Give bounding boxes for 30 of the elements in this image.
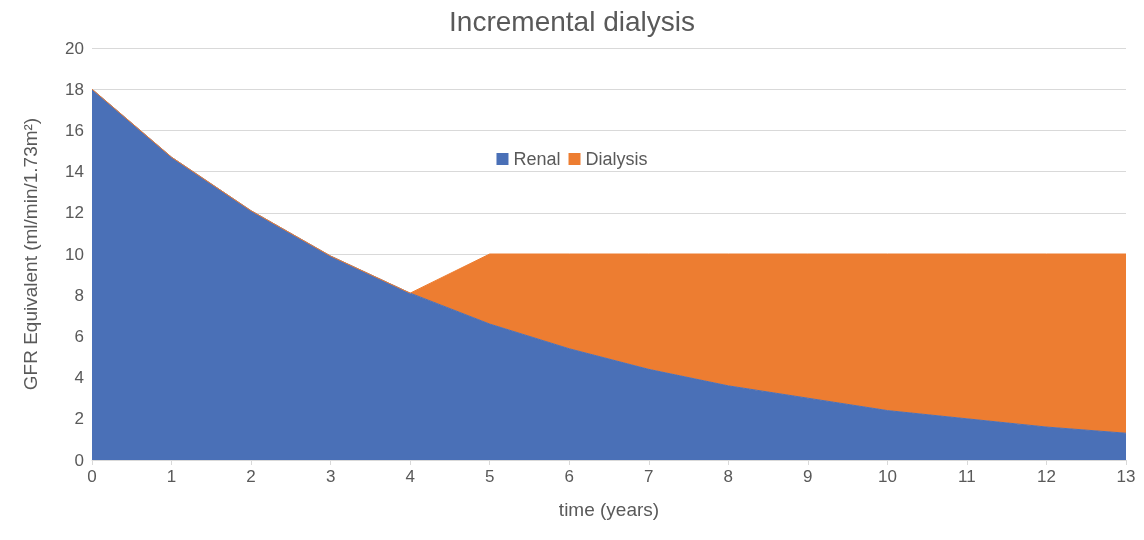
y-tick-label: 6: [74, 326, 84, 346]
y-tick-label: 2: [74, 409, 84, 429]
y-tick-label: 16: [65, 120, 84, 140]
x-tick-label: 13: [1116, 467, 1136, 486]
y-tick-label: 8: [74, 285, 84, 305]
x-axis-title: time (years): [558, 499, 660, 520]
x-tick-label: 8: [723, 467, 734, 486]
y-tick-label: 0: [74, 450, 84, 470]
y-axis-title: GFR Equivalent (ml/min/1.73m²): [20, 117, 41, 391]
x-tick-label: 12: [1037, 467, 1056, 486]
y-tick-label: 14: [65, 162, 84, 182]
x-tick-label: 1: [166, 467, 177, 486]
x-tick-label: 10: [877, 467, 897, 486]
x-tick-label: 11: [958, 467, 976, 486]
x-tick-label: 9: [803, 467, 813, 486]
x-tick-label: 5: [484, 467, 495, 486]
y-tick-label: 4: [74, 368, 84, 388]
y-tick-label: 12: [65, 203, 84, 223]
x-tick-label: 6: [564, 467, 574, 486]
legend-label: Dialysis: [585, 149, 648, 169]
chart-title: Incremental dialysis: [449, 5, 695, 37]
x-tick-label: 7: [644, 467, 654, 486]
y-tick-label: 20: [65, 38, 84, 58]
x-tick-label: 2: [246, 467, 256, 486]
y-tick-label: 18: [65, 79, 84, 99]
x-tick-label: 3: [325, 467, 336, 486]
x-tick-label: 4: [405, 467, 415, 486]
x-tick-label: 0: [87, 467, 97, 486]
y-tick-label: 10: [65, 244, 84, 264]
legend-label: Renal: [513, 149, 561, 169]
